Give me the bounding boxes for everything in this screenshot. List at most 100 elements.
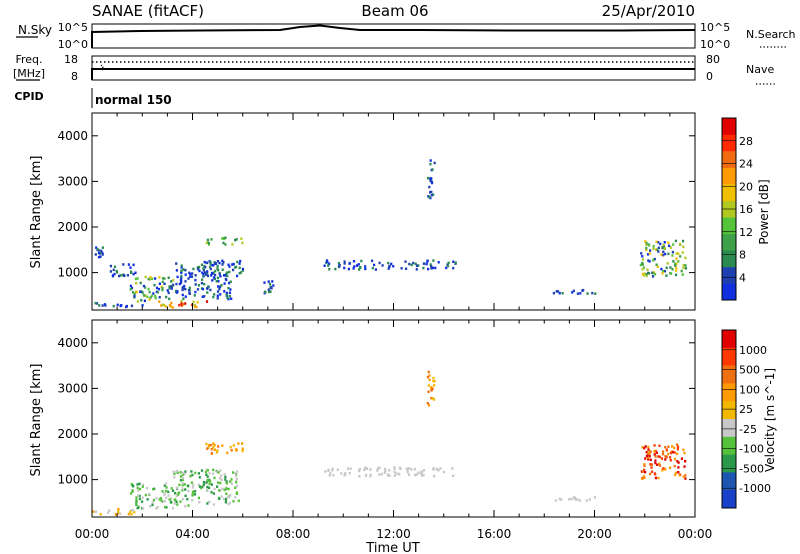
- data-cell: [178, 483, 181, 487]
- data-cell: [183, 284, 186, 288]
- freq-unit: [MHz]: [13, 67, 45, 80]
- colorbar-tick-label: 4: [739, 271, 746, 284]
- data-cell: [643, 468, 646, 472]
- data-cell: [652, 258, 655, 262]
- data-cell: [420, 470, 423, 473]
- data-cell: [141, 485, 144, 488]
- data-cell: [267, 288, 270, 291]
- data-cell: [165, 295, 168, 299]
- cpid-panel: CPID normal 150: [14, 88, 172, 108]
- data-cell: [130, 508, 133, 512]
- data-cell: [179, 479, 182, 482]
- data-cell: [202, 483, 205, 487]
- data-cell: [655, 248, 658, 251]
- data-cell: [228, 291, 231, 294]
- data-cell: [218, 489, 221, 492]
- data-cell: [649, 472, 652, 476]
- data-cell: [172, 470, 175, 474]
- data-cell: [221, 259, 224, 263]
- data-cell: [154, 296, 157, 300]
- data-cell: [180, 264, 183, 267]
- data-cell: [683, 451, 686, 455]
- data-cell: [111, 274, 115, 277]
- data-cell: [639, 263, 642, 267]
- data-cell: [677, 466, 680, 469]
- data-cell: [406, 471, 409, 474]
- data-cell: [677, 471, 680, 474]
- data-cell: [454, 261, 457, 264]
- data-cell: [426, 402, 429, 405]
- data-cell: [188, 286, 191, 290]
- data-cell: [649, 463, 652, 466]
- data-cell: [168, 297, 171, 301]
- data-cell: [226, 451, 229, 455]
- data-cell: [176, 471, 179, 474]
- data-cell: [666, 262, 669, 265]
- data-cell: [238, 266, 241, 270]
- data-cell: [135, 502, 138, 505]
- data-cell: [324, 470, 327, 473]
- data-cell: [236, 274, 239, 278]
- data-cell: [170, 487, 173, 490]
- data-cell: [206, 485, 209, 489]
- data-cell: [190, 470, 193, 473]
- data-cell: [200, 281, 203, 285]
- data-cell: [202, 481, 205, 484]
- data-cell: [180, 271, 183, 274]
- data-cell: [428, 195, 431, 199]
- data-cell: [214, 273, 217, 277]
- data-cell: [225, 492, 228, 495]
- data-cell: [651, 275, 655, 278]
- data-cell: [182, 268, 185, 271]
- data-cell: [661, 253, 664, 257]
- data-cell: [667, 241, 670, 245]
- data-cell: [594, 292, 597, 295]
- data-cell: [206, 478, 209, 482]
- data-cell: [219, 469, 222, 472]
- data-cell: [127, 512, 130, 516]
- cpid-value: normal 150: [95, 93, 172, 107]
- colorbar-tick-label: 28: [739, 135, 753, 148]
- data-cell: [129, 284, 132, 288]
- data-cell: [223, 497, 226, 501]
- data-cell: [221, 268, 224, 271]
- data-cell: [206, 291, 209, 294]
- data-cell: [191, 473, 194, 477]
- data-cell: [349, 467, 352, 470]
- data-cell: [158, 498, 161, 501]
- data-cell: [129, 266, 132, 269]
- data-cell: [667, 452, 670, 456]
- data-cell: [175, 494, 178, 497]
- colorbar-swatch: [722, 454, 736, 473]
- data-cell: [432, 259, 435, 262]
- data-cell: [644, 457, 647, 460]
- data-cell: [181, 489, 184, 492]
- data-cell: [232, 444, 235, 447]
- data-cell: [429, 159, 432, 162]
- data-cell: [235, 491, 238, 494]
- data-cell: [220, 284, 223, 287]
- data-cell: [216, 294, 219, 297]
- y-tick-label: 3000: [57, 381, 88, 395]
- data-cell: [187, 504, 190, 507]
- data-cell: [436, 468, 439, 471]
- data-cell: [328, 262, 331, 265]
- data-cell: [184, 488, 187, 491]
- data-cell: [422, 262, 425, 265]
- data-cell: [268, 290, 271, 294]
- data-cell: [109, 264, 112, 268]
- data-cell: [218, 287, 221, 291]
- data-cell: [180, 276, 183, 279]
- data-cell: [135, 282, 138, 285]
- data-cell: [353, 265, 356, 268]
- data-cell: [645, 246, 648, 250]
- data-cell: [358, 475, 361, 478]
- data-cell: [216, 485, 219, 488]
- data-cell: [229, 288, 232, 291]
- data-cell: [163, 500, 166, 503]
- y-tick-label: 2000: [57, 220, 88, 234]
- data-cell: [156, 291, 159, 294]
- data-cell: [173, 476, 176, 479]
- data-cell: [271, 280, 274, 283]
- data-cell: [182, 473, 185, 476]
